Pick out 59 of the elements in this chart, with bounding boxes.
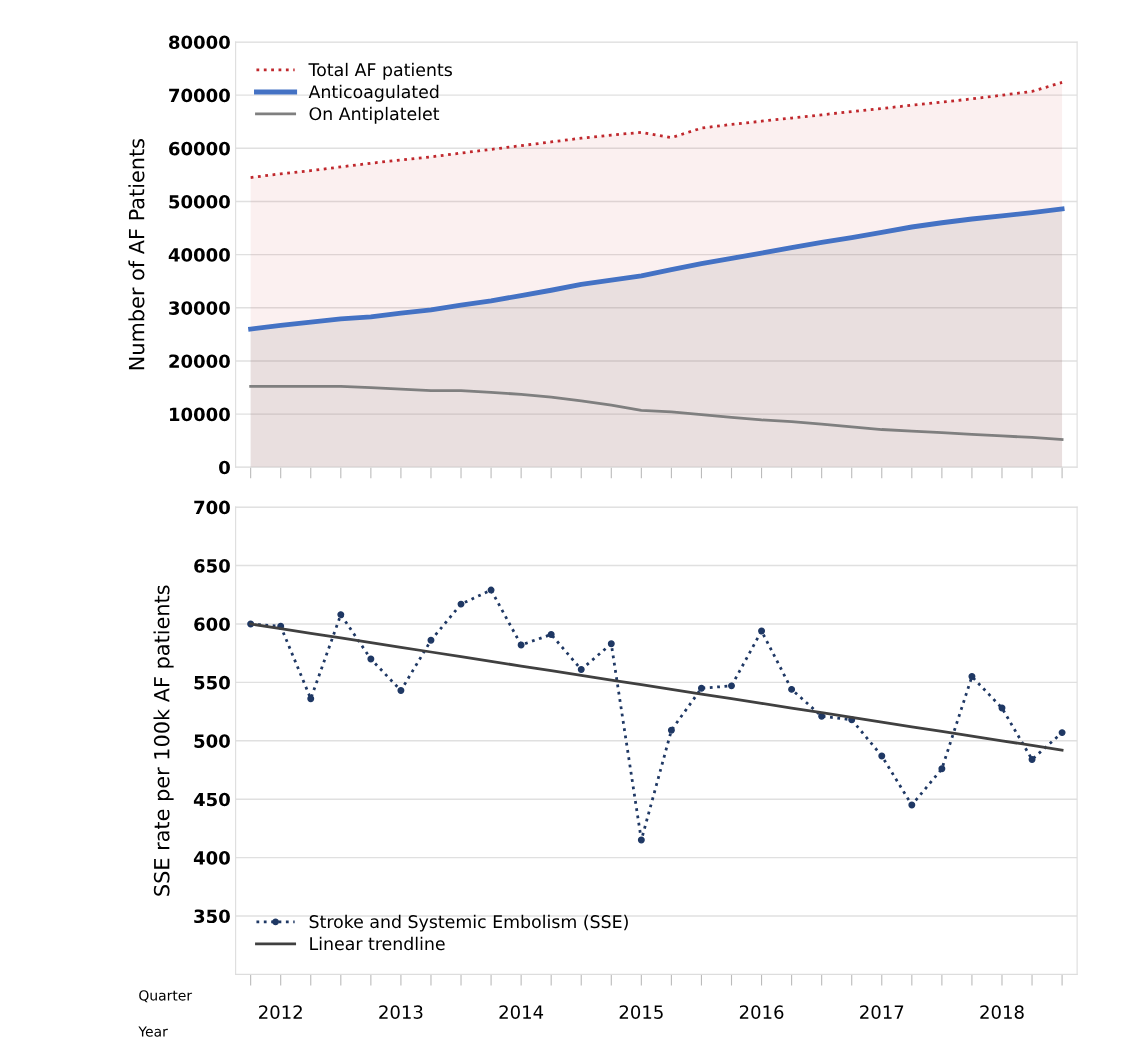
y-axis-title: SSE rate per 100k AF patients <box>153 585 174 896</box>
y-tick-label: 550 <box>194 675 230 690</box>
point <box>577 666 585 673</box>
point <box>1058 729 1066 737</box>
x-tick-label: 2017 <box>860 1005 904 1019</box>
x-tick-label: 2018 <box>980 1005 1024 1019</box>
point <box>517 641 525 649</box>
point <box>998 704 1006 712</box>
legend-label: Linear trendline <box>310 936 445 951</box>
legend-label: Anticoagulated <box>308 84 439 102</box>
x-tick-label: 2013 <box>379 1005 423 1019</box>
y-tick-label: 10000 <box>169 407 230 422</box>
line-series <box>249 385 1064 441</box>
y-tick-label: 600 <box>194 617 230 632</box>
point <box>397 687 405 695</box>
x-tick-label: 2016 <box>739 1005 784 1019</box>
point <box>367 655 375 663</box>
y-tick-label: 50000 <box>169 194 230 209</box>
y-tick-label: 500 <box>194 734 230 748</box>
y-tick-label: 350 <box>194 909 230 924</box>
point <box>968 673 976 681</box>
point <box>728 682 735 690</box>
point <box>667 726 675 734</box>
text: Year <box>138 1026 168 1037</box>
point <box>1028 755 1036 763</box>
legend-label: Stroke and Systemic Embolism (SSE) <box>309 914 628 932</box>
legend-label: On Antiplatelet <box>309 106 440 124</box>
y-tick-label: 0 <box>219 460 230 475</box>
point <box>938 765 946 773</box>
point <box>607 640 615 648</box>
y-tick-label: 80000 <box>169 35 230 50</box>
y-tick-label: 450 <box>193 792 230 807</box>
y-tick-label: 30000 <box>169 301 230 315</box>
y-tick-label: 60000 <box>169 141 230 156</box>
y-tick-label: 650 <box>194 559 230 573</box>
legend-label: Total AF patients <box>308 62 452 80</box>
point <box>908 801 916 809</box>
x-tick-label: 2014 <box>499 1005 544 1019</box>
point <box>818 712 826 720</box>
x-tick-label: 2012 <box>259 1005 302 1019</box>
point <box>307 695 315 703</box>
point <box>878 752 886 760</box>
point <box>697 684 705 692</box>
y-tick-label: 700 <box>194 500 230 515</box>
x-tick-label: 2015 <box>619 1005 663 1019</box>
point <box>427 636 435 644</box>
y-tick-label: 40000 <box>168 248 230 262</box>
y-axis-title: Number of AF Patients <box>128 139 145 370</box>
y-tick-label: 70000 <box>169 88 230 103</box>
point <box>758 627 766 635</box>
point <box>637 836 645 844</box>
point <box>547 631 555 638</box>
y-tick-label: 400 <box>193 851 230 865</box>
text: Quarter <box>139 990 193 1003</box>
point <box>788 685 796 693</box>
line-series <box>249 622 1064 752</box>
y-tick-label: 20000 <box>169 354 230 369</box>
point <box>487 586 495 594</box>
point <box>337 611 345 619</box>
